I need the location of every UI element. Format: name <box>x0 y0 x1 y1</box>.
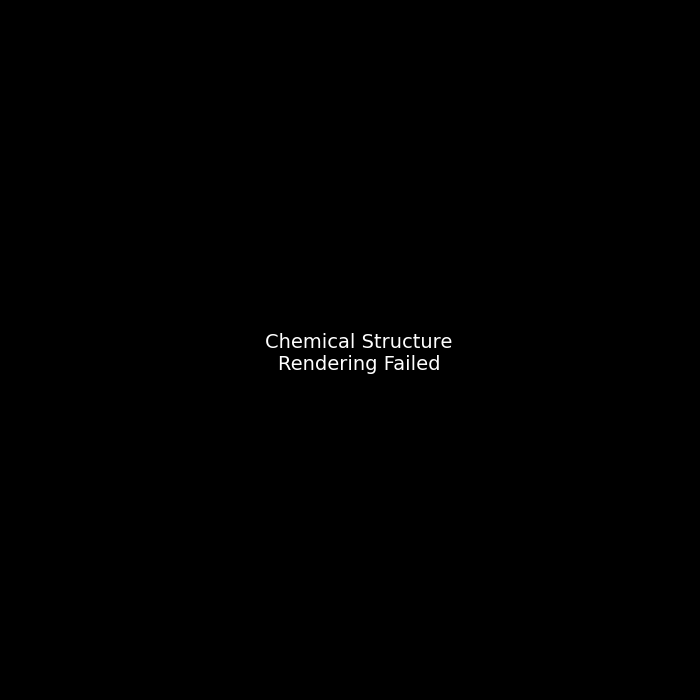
Text: Chemical Structure
Rendering Failed: Chemical Structure Rendering Failed <box>265 333 452 374</box>
